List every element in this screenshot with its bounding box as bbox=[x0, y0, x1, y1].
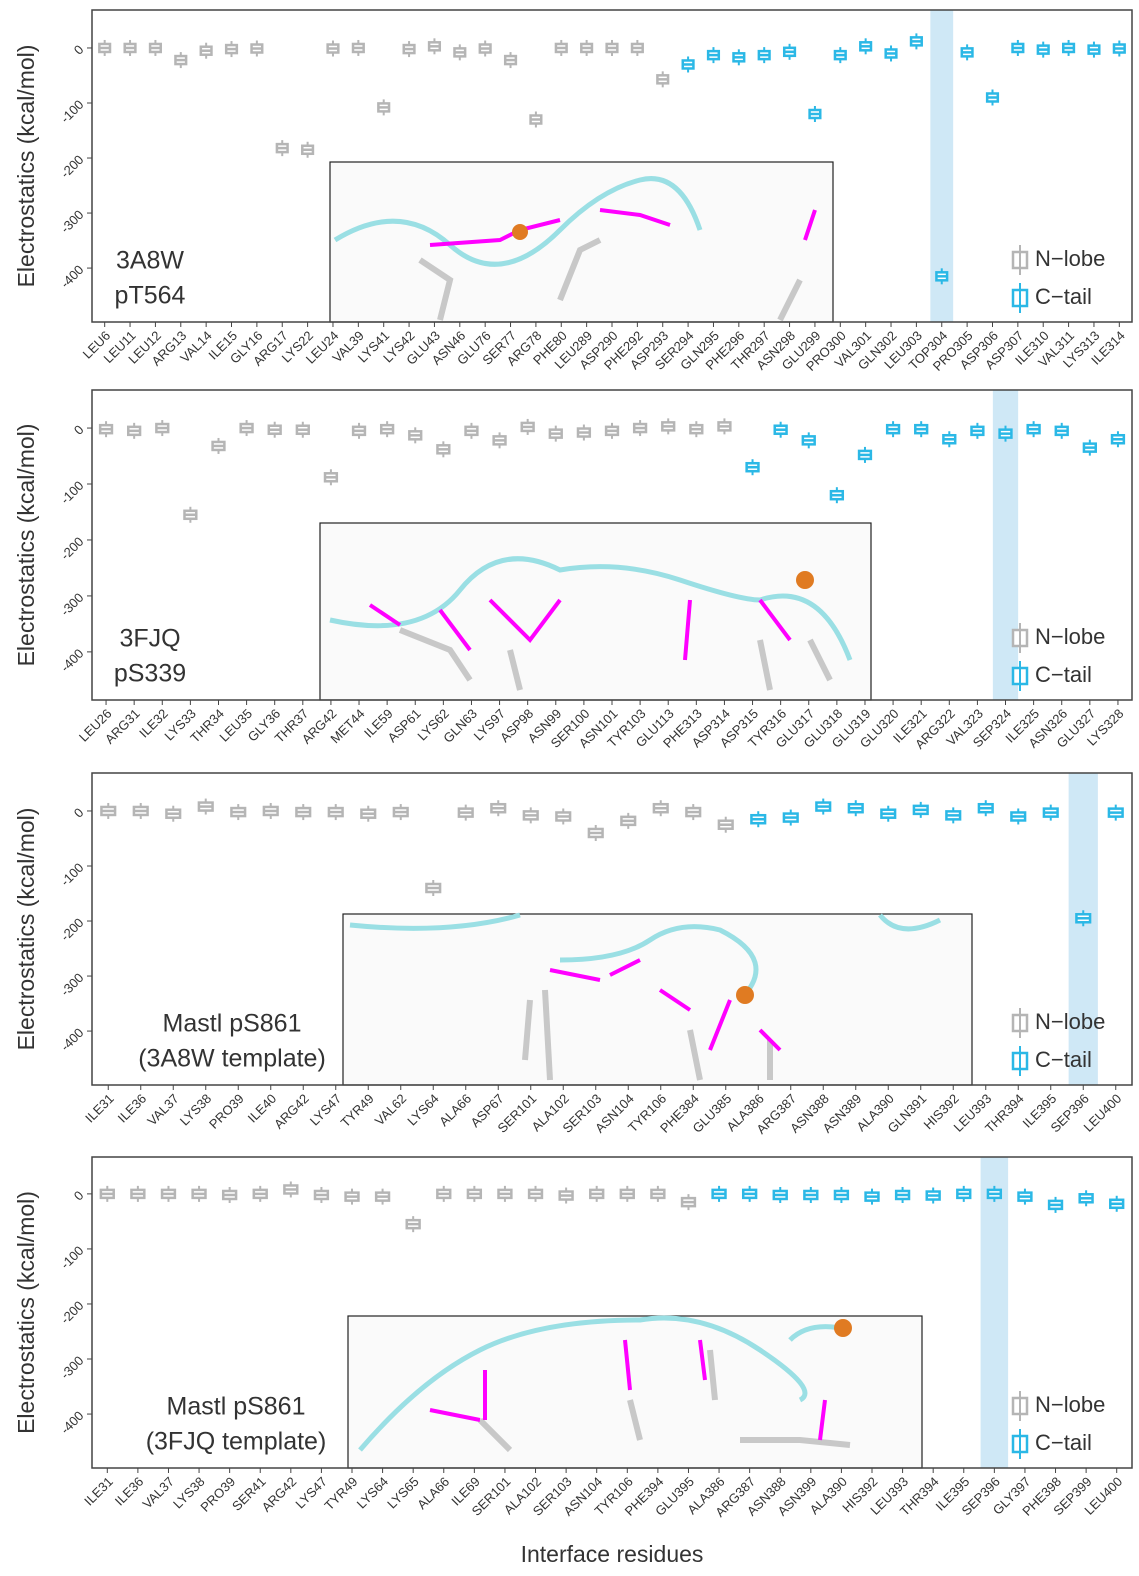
highlight-band bbox=[1069, 773, 1098, 1085]
panel bbox=[981, 1157, 1009, 1468]
x-tick-label: VAL37 bbox=[139, 1474, 177, 1512]
x-tick-label: LYS64 bbox=[404, 1091, 442, 1129]
phosphate bbox=[796, 571, 814, 589]
y-tick-label: 0 bbox=[71, 422, 87, 438]
x-tick-label: ALA66 bbox=[414, 1474, 452, 1512]
legend-label: N−lobe bbox=[1035, 1392, 1105, 1417]
y-axis-label: Electrostatics (kcal/mol) bbox=[13, 808, 39, 1051]
x-tick-label: ILE36 bbox=[115, 1091, 150, 1126]
y-tick-label: -200 bbox=[58, 1298, 87, 1327]
y-tick-label: 0 bbox=[71, 42, 87, 58]
y-tick-label: -300 bbox=[58, 590, 87, 619]
legend-label: C−tail bbox=[1035, 662, 1092, 687]
x-tick-label: VAL62 bbox=[372, 1091, 410, 1129]
x-tick-label: TYR49 bbox=[321, 1474, 360, 1513]
y-tick-label: -400 bbox=[58, 646, 87, 675]
structure-inset bbox=[343, 914, 972, 1085]
y-axis-label: Electrostatics (kcal/mol) bbox=[13, 424, 39, 667]
x-tick-label: TYR49 bbox=[338, 1091, 377, 1130]
panel-annotation: (3FJQ template) bbox=[146, 1428, 327, 1456]
panel-annotation: 3FJQ bbox=[119, 625, 180, 653]
y-tick-label: 0 bbox=[71, 805, 87, 821]
y-tick-label: -400 bbox=[58, 262, 87, 291]
panel-annotation: Mastl pS861 bbox=[163, 1010, 302, 1038]
y-tick-label: -200 bbox=[58, 915, 87, 944]
y-axis-label: Electrostatics (kcal/mol) bbox=[13, 1191, 39, 1434]
panel-annotation: Mastl pS861 bbox=[167, 1393, 306, 1421]
panel-annotation: pS339 bbox=[114, 660, 186, 688]
y-tick-label: -200 bbox=[58, 152, 87, 181]
panel-annotation: 3A8W bbox=[116, 247, 184, 275]
y-tick-label: -400 bbox=[58, 1408, 87, 1437]
panel bbox=[1069, 773, 1098, 1085]
x-tick-label: LYS64 bbox=[354, 1474, 392, 1512]
phosphate bbox=[512, 224, 528, 240]
legend-label: C−tail bbox=[1035, 284, 1092, 309]
x-tick-label: ARG42 bbox=[271, 1091, 312, 1132]
x-tick-label: ARG42 bbox=[259, 1474, 300, 1515]
legend-label: N−lobe bbox=[1035, 624, 1105, 649]
panel-annotation: (3A8W template) bbox=[138, 1045, 326, 1073]
structure-inset bbox=[320, 523, 871, 700]
phosphate bbox=[736, 986, 754, 1004]
legend-label: C−tail bbox=[1035, 1047, 1092, 1072]
y-tick-label: -300 bbox=[58, 970, 87, 999]
legend-label: C−tail bbox=[1035, 1430, 1092, 1455]
x-tick-label: PRO39 bbox=[197, 1474, 238, 1515]
x-tick-label: ALA66 bbox=[436, 1091, 474, 1129]
x-tick-label: LYS65 bbox=[384, 1474, 422, 1512]
y-tick-label: -100 bbox=[58, 1243, 87, 1272]
structure-inset bbox=[330, 162, 833, 322]
x-tick-label: VAL37 bbox=[144, 1091, 182, 1129]
phosphate bbox=[834, 1319, 852, 1337]
x-axis-label: Interface residues bbox=[521, 1541, 704, 1567]
figure: 0 -100 -200 -300 -400 Electrostatics (kcal/mo… bbox=[0, 0, 1139, 1576]
y-tick-label: -100 bbox=[58, 478, 87, 507]
legend-label: N−lobe bbox=[1035, 246, 1105, 271]
x-tick-label: PRO39 bbox=[206, 1091, 247, 1132]
x-tick-label: ILE31 bbox=[82, 1091, 117, 1126]
y-tick-label: 0 bbox=[71, 1188, 87, 1204]
y-tick-label: -100 bbox=[58, 97, 87, 126]
x-tick-label: ILE31 bbox=[81, 1474, 116, 1509]
legend-label: N−lobe bbox=[1035, 1009, 1105, 1034]
x-tick-label: LYS47 bbox=[307, 1091, 345, 1129]
y-axis-label: Electrostatics (kcal/mol) bbox=[13, 45, 39, 288]
y-tick-label: -100 bbox=[58, 860, 87, 889]
y-tick-label: -400 bbox=[58, 1025, 87, 1054]
panel-annotation: pT564 bbox=[115, 282, 186, 310]
y-tick-label: -300 bbox=[58, 207, 87, 236]
y-tick-label: -200 bbox=[58, 534, 87, 563]
y-tick-label: -300 bbox=[58, 1353, 87, 1382]
highlight-band bbox=[981, 1157, 1009, 1468]
